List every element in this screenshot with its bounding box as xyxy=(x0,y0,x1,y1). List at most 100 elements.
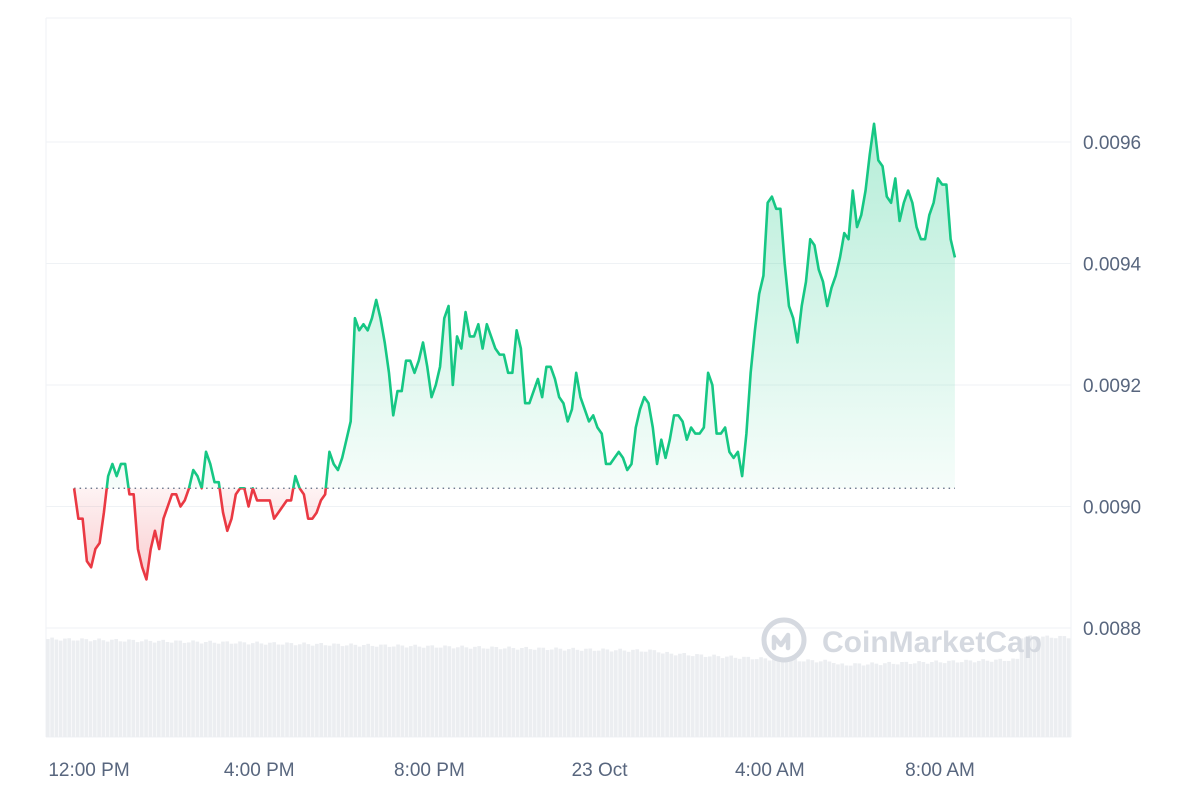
volume-bar xyxy=(827,661,832,737)
volume-bar xyxy=(434,647,439,737)
volume-bar xyxy=(528,649,533,737)
volume-bar xyxy=(968,660,973,737)
volume-bar xyxy=(541,647,546,737)
volume-bar xyxy=(1049,637,1054,737)
y-tick-label: 0.0092 xyxy=(1083,376,1141,397)
volume-bar xyxy=(1006,660,1011,737)
volume-bar xyxy=(656,652,661,737)
volume-bar xyxy=(819,661,823,737)
volume-bar xyxy=(951,660,956,737)
volume-bar xyxy=(186,642,191,737)
volume-bar xyxy=(592,650,597,737)
volume-bar xyxy=(221,641,225,737)
volume-bar xyxy=(443,645,447,737)
x-tick-label: 4:00 AM xyxy=(735,760,805,781)
volume-bar xyxy=(1011,658,1015,737)
volume-bar xyxy=(323,645,328,737)
volume-bar xyxy=(494,646,499,737)
volume-bar xyxy=(438,647,443,737)
volume-bar xyxy=(579,650,584,737)
volume-bar xyxy=(502,648,507,737)
volume-bar xyxy=(285,642,289,737)
volume-bar xyxy=(908,663,913,737)
volume-bar xyxy=(63,638,67,737)
volume-bar xyxy=(575,649,580,737)
volume-bar xyxy=(370,645,375,737)
volume-bar xyxy=(917,661,921,737)
y-tick-label: 0.0096 xyxy=(1083,133,1141,154)
volume-bar xyxy=(626,651,631,737)
volume-bar xyxy=(293,645,298,737)
watermark: CoinMarketCap xyxy=(761,617,1042,663)
volume-bar xyxy=(584,648,588,737)
volume-bar xyxy=(195,641,200,737)
volume-bar xyxy=(268,642,272,737)
volume-bar xyxy=(357,646,362,737)
volume-bar xyxy=(374,646,379,737)
volume-bar xyxy=(596,650,601,737)
volume-bar xyxy=(904,661,909,737)
volume-bar xyxy=(549,649,554,737)
volume-bar xyxy=(208,640,212,737)
volume-bar xyxy=(639,651,644,737)
volume-bar xyxy=(793,658,798,737)
volume-bar xyxy=(178,640,183,737)
volume-bar xyxy=(588,648,593,737)
volume-bar xyxy=(643,651,648,737)
volume-bar xyxy=(900,662,904,737)
volume-bar xyxy=(447,646,452,737)
volume-bar xyxy=(609,651,614,737)
x-tick-label: 23 Oct xyxy=(572,760,629,781)
volume-bar xyxy=(302,642,306,737)
volume-bar xyxy=(720,658,725,737)
volume-bar xyxy=(1032,637,1037,737)
volume-bar xyxy=(977,660,981,737)
volume-bar xyxy=(571,647,575,737)
volume-bar xyxy=(1024,637,1028,737)
volume-bar xyxy=(729,655,733,737)
volume-bar xyxy=(485,648,490,737)
volume-bar xyxy=(614,650,618,737)
volume-bar xyxy=(806,659,810,737)
volume-bar xyxy=(391,646,396,737)
volume-bar xyxy=(255,641,259,737)
x-tick-label: 4:00 PM xyxy=(224,760,295,781)
volume-bar xyxy=(88,641,93,737)
volume-bar xyxy=(780,659,785,737)
volume-bar xyxy=(105,641,110,737)
volume-bar xyxy=(297,644,302,737)
x-tick-label: 8:00 AM xyxy=(905,760,975,781)
volume-bar xyxy=(417,646,422,737)
volume-bar xyxy=(468,648,473,737)
volume-bar xyxy=(1062,636,1067,737)
volume-bar xyxy=(763,658,768,737)
volume-bar xyxy=(652,650,657,737)
volume-bar xyxy=(716,656,721,737)
volume-bar xyxy=(831,662,836,737)
volume-bar xyxy=(67,638,72,737)
volume-bar xyxy=(874,663,879,737)
volume-bar xyxy=(750,659,755,737)
volume-bar xyxy=(836,664,840,737)
volume-bar xyxy=(148,640,153,737)
volume-bar xyxy=(1019,638,1024,737)
volume-bar xyxy=(263,644,268,737)
volume-bar xyxy=(1015,658,1020,737)
volume-bar xyxy=(327,645,332,737)
volume-bar xyxy=(251,643,255,737)
volume-bar xyxy=(152,642,157,737)
volume-bar xyxy=(699,654,704,737)
volume-bar xyxy=(340,646,345,737)
volume-bar xyxy=(315,643,319,737)
volume-bar xyxy=(661,653,665,737)
volume-bar xyxy=(246,644,251,737)
y-tick-label: 0.0094 xyxy=(1083,255,1142,276)
volume-bar xyxy=(379,644,383,737)
volume-bar xyxy=(759,657,763,737)
volume-bar xyxy=(631,649,635,737)
volume-bar xyxy=(1041,636,1045,737)
volume-bar xyxy=(118,641,123,737)
volume-bar xyxy=(272,642,277,737)
volume-bar xyxy=(891,663,896,737)
volume-bar xyxy=(554,647,558,737)
